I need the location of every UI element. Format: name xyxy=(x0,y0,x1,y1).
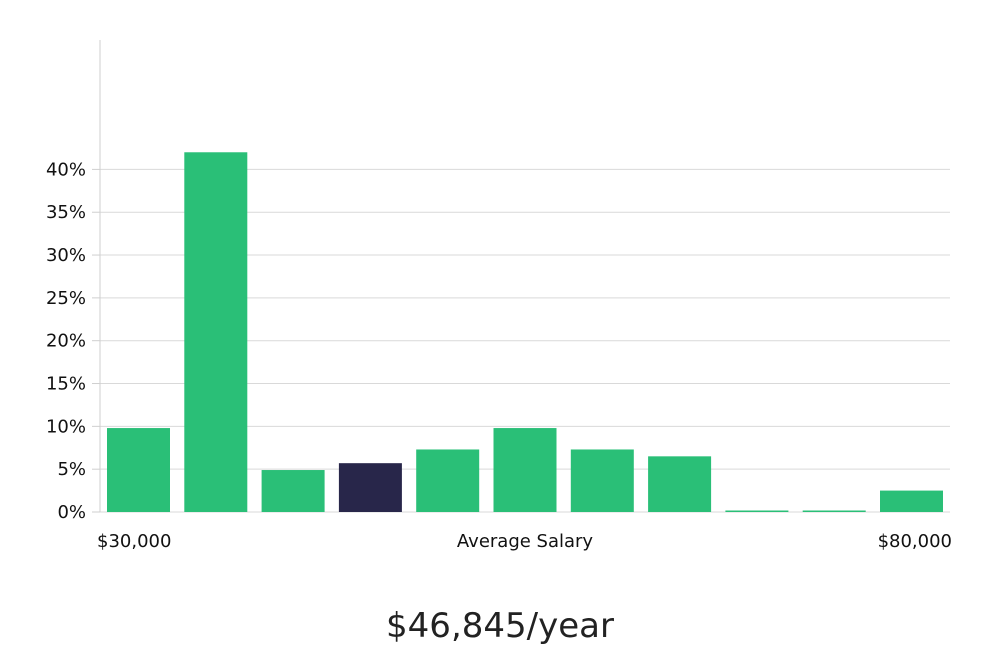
x-axis-label: Average Salary xyxy=(457,531,594,552)
y-tick-label: 20% xyxy=(46,331,86,352)
y-tick-label: 5% xyxy=(57,459,86,480)
bar xyxy=(416,449,480,512)
bar xyxy=(802,510,866,512)
y-tick-label: 40% xyxy=(46,159,86,180)
bar xyxy=(570,449,634,512)
bar xyxy=(493,428,557,512)
salary-histogram: 0% 5% 10% 15% 20% 25% 30% 35% 40% $30,000 Averag… xyxy=(46,40,952,552)
y-tick-label: 35% xyxy=(46,202,86,223)
y-tick-label: 10% xyxy=(46,416,86,437)
x-min-label: $30,000 xyxy=(97,531,171,552)
y-axis-ticks: 0% 5% 10% 15% 20% 25% 30% 35% 40% xyxy=(46,159,100,523)
bar xyxy=(648,456,712,512)
y-tick-label: 25% xyxy=(46,288,86,309)
bar xyxy=(880,490,943,512)
y-tick-label: 0% xyxy=(57,502,86,523)
bar xyxy=(184,152,248,512)
x-max-label: $80,000 xyxy=(878,531,952,552)
bar xyxy=(261,470,325,512)
bar-highlighted xyxy=(338,463,402,512)
bars xyxy=(107,152,943,512)
y-tick-label: 30% xyxy=(46,245,86,266)
bar xyxy=(107,428,170,512)
bar xyxy=(725,510,789,512)
y-tick-label: 15% xyxy=(46,374,86,395)
average-salary-value: $46,845/year xyxy=(386,606,614,646)
